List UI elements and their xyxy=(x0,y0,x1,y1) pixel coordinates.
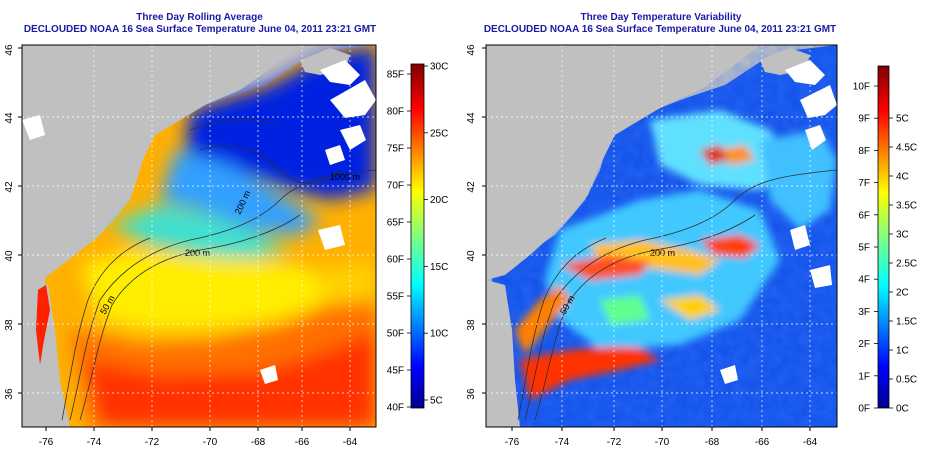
right-colorbar xyxy=(877,65,890,409)
right-lon-labels: -76 -74 -72 -70 -68 -66 -64 xyxy=(505,437,818,448)
right-colorbar-f-label-0: 0F xyxy=(858,404,870,415)
svg-text:42: 42 xyxy=(466,181,477,193)
svg-text:46: 46 xyxy=(466,44,477,56)
svg-text:40: 40 xyxy=(4,250,15,262)
right-colorbar-f-label-7: 7F xyxy=(858,178,870,189)
left-title-line1: Three Day Rolling Average xyxy=(136,12,263,23)
left-coast-ne xyxy=(22,45,300,280)
right-colorbar-c-label-4: 2C xyxy=(896,288,909,299)
right-colorbar-c-label-6: 3C xyxy=(896,230,909,241)
svg-text:-66: -66 xyxy=(295,437,310,448)
right-colorbar-f-labels: 0F 1F 2F 3F 4F 5F 6F 7F 8F 9F 10F xyxy=(853,82,878,415)
left-map-frame xyxy=(21,44,377,428)
right-colorbar-c-label-10: 5C xyxy=(896,114,909,125)
left-contour-label-1: 200 m xyxy=(185,248,210,258)
svg-text:40: 40 xyxy=(466,250,477,262)
svg-text:44: 44 xyxy=(466,112,477,124)
svg-text:44: 44 xyxy=(4,112,15,124)
svg-text:-66: -66 xyxy=(755,437,770,448)
right-map: 200 m 50 m xyxy=(486,45,837,427)
right-colorbar-c-label-9: 4.5C xyxy=(896,143,917,154)
right-colorbar-f-label-5: 5F xyxy=(858,243,870,254)
svg-text:-64: -64 xyxy=(343,437,358,448)
svg-text:38: 38 xyxy=(466,319,477,331)
left-colorbar-c-label-0: 5C xyxy=(430,396,443,407)
right-colorbar-f-label-8: 8F xyxy=(858,146,870,157)
right-colorbar-f-label-9: 9F xyxy=(858,114,870,125)
left-colorbar-f-label-5: 65F xyxy=(387,218,404,229)
left-lon-labels: -76 -74 -72 -70 -68 -66 -64 xyxy=(39,437,358,448)
left-colorbar-f-label-7: 75F xyxy=(387,144,404,155)
left-contour-label-4: 1000 m xyxy=(330,172,360,182)
left-colorbar-f-label-0: 40F xyxy=(387,403,404,414)
right-colorbar-f-label-10: 10F xyxy=(853,82,870,93)
left-colorbar-c-label-3: 20C xyxy=(430,195,448,206)
left-colorbar-f-label-8: 80F xyxy=(387,107,404,118)
right-colorbar-f-label-3: 3F xyxy=(858,307,870,318)
svg-text:42: 42 xyxy=(4,181,15,193)
right-colorbar-c-label-2: 1C xyxy=(896,346,909,357)
left-axis-ticks xyxy=(18,47,351,431)
left-colorbar-c-label-4: 25C xyxy=(430,128,448,139)
right-colorbar-c-label-0: 0C xyxy=(896,404,909,415)
svg-text:36: 36 xyxy=(466,388,477,400)
svg-text:-68: -68 xyxy=(251,437,266,448)
svg-text:46: 46 xyxy=(4,44,15,56)
right-colorbar-c-label-3: 1.5C xyxy=(896,317,917,328)
left-colorbar-c-label-5: 30C xyxy=(430,62,448,73)
left-title-line2: DECLOUDED NOAA 16 Sea Surface Temperatur… xyxy=(23,24,377,35)
right-colorbar-f-label-1: 1F xyxy=(858,371,870,382)
left-colorbar-f-label-9: 85F xyxy=(387,70,404,81)
svg-text:36: 36 xyxy=(4,388,15,400)
left-colorbar-f-label-6: 70F xyxy=(387,181,404,192)
svg-text:-64: -64 xyxy=(803,437,818,448)
svg-text:-74: -74 xyxy=(555,437,570,448)
right-coast-ne xyxy=(486,45,760,280)
right-colorbar-c-label-1: 0.5C xyxy=(896,375,917,386)
left-colorbar-f-label-4: 60F xyxy=(387,255,404,266)
svg-text:-74: -74 xyxy=(87,437,102,448)
left-grid xyxy=(22,45,376,427)
svg-text:-70: -70 xyxy=(655,437,670,448)
right-colorbar-c-labels: 0C 0.5C 1C 1.5C 2C 2.5C 3C 3.5C 4C 4.5C 5C xyxy=(889,114,917,415)
right-lat-labels: 36 38 40 42 44 46 xyxy=(466,44,477,400)
left-map: 200 m 50 m 200 m 1000 m xyxy=(22,45,376,427)
right-contour-label-1: 200 m xyxy=(650,248,675,258)
right-colorbar-c-label-5: 2.5C xyxy=(896,259,917,270)
svg-text:-76: -76 xyxy=(39,437,54,448)
left-colorbar-f-label-1: 45F xyxy=(387,366,404,377)
svg-text:-76: -76 xyxy=(505,437,520,448)
right-axis-ticks xyxy=(482,47,811,431)
svg-text:-68: -68 xyxy=(705,437,720,448)
left-colorbar-f-labels: 40F 45F 50F 55F 60F 65F 70F 75F 80F 85F xyxy=(387,70,411,414)
left-colorbar xyxy=(410,63,425,409)
svg-text:-72: -72 xyxy=(145,437,160,448)
svg-text:-72: -72 xyxy=(607,437,622,448)
left-colorbar-c-label-2: 15C xyxy=(430,262,448,273)
svg-text:38: 38 xyxy=(4,319,15,331)
right-title-line1: Three Day Temperature Variability xyxy=(580,12,742,23)
right-colorbar-f-label-4: 4F xyxy=(858,275,870,286)
left-lat-labels: 36 38 40 42 44 46 xyxy=(4,44,15,400)
right-colorbar-f-label-6: 6F xyxy=(858,210,870,221)
right-title-line2: DECLOUDED NOAA 16 Sea Surface Temperatur… xyxy=(483,24,837,35)
left-colorbar-f-label-2: 50F xyxy=(387,329,404,340)
right-colorbar-c-label-7: 3.5C xyxy=(896,201,917,212)
right-grid xyxy=(486,45,837,427)
right-colorbar-f-label-2: 2F xyxy=(858,339,870,350)
left-colorbar-f-label-3: 55F xyxy=(387,292,404,303)
left-colorbar-c-label-1: 10C xyxy=(430,329,448,340)
left-colorbar-c-labels: 5C 10C 15C 20C 25C 30C xyxy=(424,62,448,407)
svg-text:-70: -70 xyxy=(203,437,218,448)
right-colorbar-c-label-8: 4C xyxy=(896,172,909,183)
